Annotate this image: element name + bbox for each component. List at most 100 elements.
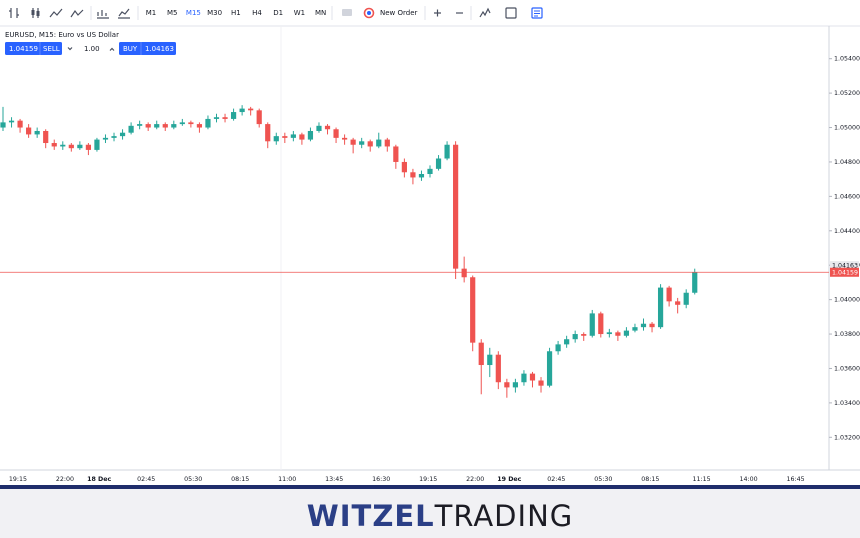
timeframe[interactable]: H4 bbox=[252, 9, 262, 17]
candle-body bbox=[94, 139, 100, 150]
time-tick-label: 22:00 bbox=[466, 476, 484, 483]
candle-body bbox=[290, 134, 296, 138]
candle-body bbox=[213, 117, 220, 119]
line-icon[interactable] bbox=[49, 8, 63, 18]
volume[interactable]: 1.00 bbox=[84, 45, 100, 53]
candle-body bbox=[529, 373, 536, 381]
timeframe[interactable]: D1 bbox=[273, 9, 283, 17]
candle-body bbox=[68, 144, 74, 149]
candle-body bbox=[683, 292, 689, 305]
zoom-in[interactable] bbox=[434, 9, 441, 17]
time-tick-label: 08:15 bbox=[641, 476, 659, 483]
candle-body bbox=[384, 139, 390, 147]
buy-price: 1.04163 bbox=[145, 45, 174, 53]
buy-label: BUY bbox=[123, 45, 138, 53]
price-tick-label: 1.05000 bbox=[834, 125, 860, 132]
candle-body bbox=[316, 125, 322, 131]
buy-button[interactable] bbox=[119, 42, 176, 55]
candle-body bbox=[367, 141, 373, 147]
bar-icon[interactable] bbox=[9, 8, 19, 18]
timeframe[interactable]: M5 bbox=[167, 9, 178, 17]
candle-body bbox=[606, 332, 612, 335]
candle-body bbox=[401, 161, 407, 173]
time-tick-label: 05:30 bbox=[184, 476, 202, 483]
time-tick-label: 11:00 bbox=[278, 476, 296, 483]
timeframe[interactable]: W1 bbox=[294, 9, 305, 17]
candle-body bbox=[162, 124, 168, 128]
brand: WITZELTRADING bbox=[307, 499, 573, 533]
volume-down[interactable] bbox=[67, 47, 73, 51]
trade-panel: EURUSD, M15: Euro vs US Dollar 1.04159 S… bbox=[5, 31, 176, 55]
ask-label-box bbox=[830, 261, 859, 271]
brand-right: TRADING bbox=[434, 499, 574, 533]
toolbar: M1 M5 M15 M30 H1 H4 D1 W1 MN New Order bbox=[0, 6, 860, 27]
time-tick-label: 19:15 bbox=[9, 476, 27, 483]
candle-body bbox=[418, 174, 425, 178]
price-tick-label: 1.05400 bbox=[834, 56, 860, 63]
candle-body bbox=[512, 382, 518, 388]
candle-body bbox=[307, 130, 314, 140]
candle-body bbox=[615, 332, 621, 336]
candle-body bbox=[581, 334, 587, 336]
time-tick-label: 02:45 bbox=[547, 476, 565, 483]
price-tick-label: 1.03600 bbox=[834, 365, 860, 372]
sell-label: SELL bbox=[43, 45, 60, 53]
candle-body bbox=[427, 168, 433, 174]
candle-body bbox=[640, 323, 647, 328]
new-order-icon[interactable] bbox=[363, 7, 375, 19]
templates-icon[interactable] bbox=[118, 8, 130, 19]
new-order-label[interactable]: New Order bbox=[380, 9, 418, 17]
candle-body bbox=[632, 327, 638, 331]
sell-button[interactable] bbox=[5, 42, 62, 55]
area-icon[interactable] bbox=[70, 9, 84, 18]
candle-body bbox=[342, 137, 348, 140]
timeframe[interactable]: M1 bbox=[146, 9, 157, 17]
price-tick-label: 1.03800 bbox=[834, 331, 860, 338]
time-tick-label: 13:45 bbox=[325, 476, 343, 483]
brand-left: WITZEL bbox=[307, 499, 435, 533]
indicators-icon[interactable] bbox=[97, 10, 109, 19]
candle-body bbox=[17, 120, 23, 128]
timeframe[interactable]: MN bbox=[315, 9, 326, 17]
candle-body bbox=[85, 144, 91, 150]
candle-body bbox=[188, 122, 194, 125]
drawing-icon[interactable] bbox=[479, 7, 491, 18]
time-tick-label: 11:15 bbox=[693, 476, 711, 483]
calendar-icon[interactable] bbox=[505, 7, 517, 19]
volume-up[interactable] bbox=[109, 47, 115, 51]
notes-icon[interactable] bbox=[531, 7, 543, 19]
price-tick-label: 1.04800 bbox=[834, 159, 860, 166]
candle-body bbox=[393, 146, 399, 162]
candle-body bbox=[623, 330, 630, 336]
candle-body bbox=[119, 132, 126, 137]
candle-body bbox=[692, 272, 698, 293]
footer: WITZELTRADING bbox=[0, 485, 860, 538]
candle-body bbox=[564, 339, 570, 345]
price-tick-label: 1.04000 bbox=[834, 297, 860, 304]
time-tick-label: 05:30 bbox=[594, 476, 612, 483]
candle-body bbox=[248, 108, 254, 111]
screenshot-icon[interactable] bbox=[342, 9, 352, 16]
chart: 1.05400 1.05200 1.05000 1.04800 1.04600 1.044… bbox=[0, 26, 860, 483]
timeframe[interactable]: M15 bbox=[186, 9, 201, 17]
candle-body bbox=[128, 125, 134, 133]
candle-body bbox=[273, 136, 279, 142]
time-tick-label: 08:15 bbox=[231, 476, 249, 483]
candle-body bbox=[504, 382, 510, 388]
timeframe[interactable]: H1 bbox=[231, 9, 241, 17]
candle-body bbox=[453, 144, 459, 269]
candle-body bbox=[359, 141, 365, 145]
timeframe[interactable]: M30 bbox=[207, 9, 222, 17]
candle-body bbox=[461, 268, 467, 278]
time-tick-label: 19 Dec bbox=[497, 476, 521, 483]
symbol-title: EURUSD, M15: Euro vs US Dollar bbox=[5, 31, 119, 39]
candle-body bbox=[111, 136, 117, 138]
candle-body bbox=[675, 301, 681, 305]
price-tick-label: 1.03400 bbox=[834, 400, 860, 407]
footer-stripe bbox=[0, 485, 860, 489]
candle-body bbox=[435, 158, 442, 169]
candle-body bbox=[154, 124, 160, 128]
time-tick-label: 14:00 bbox=[740, 476, 758, 483]
footer-background bbox=[0, 485, 860, 538]
